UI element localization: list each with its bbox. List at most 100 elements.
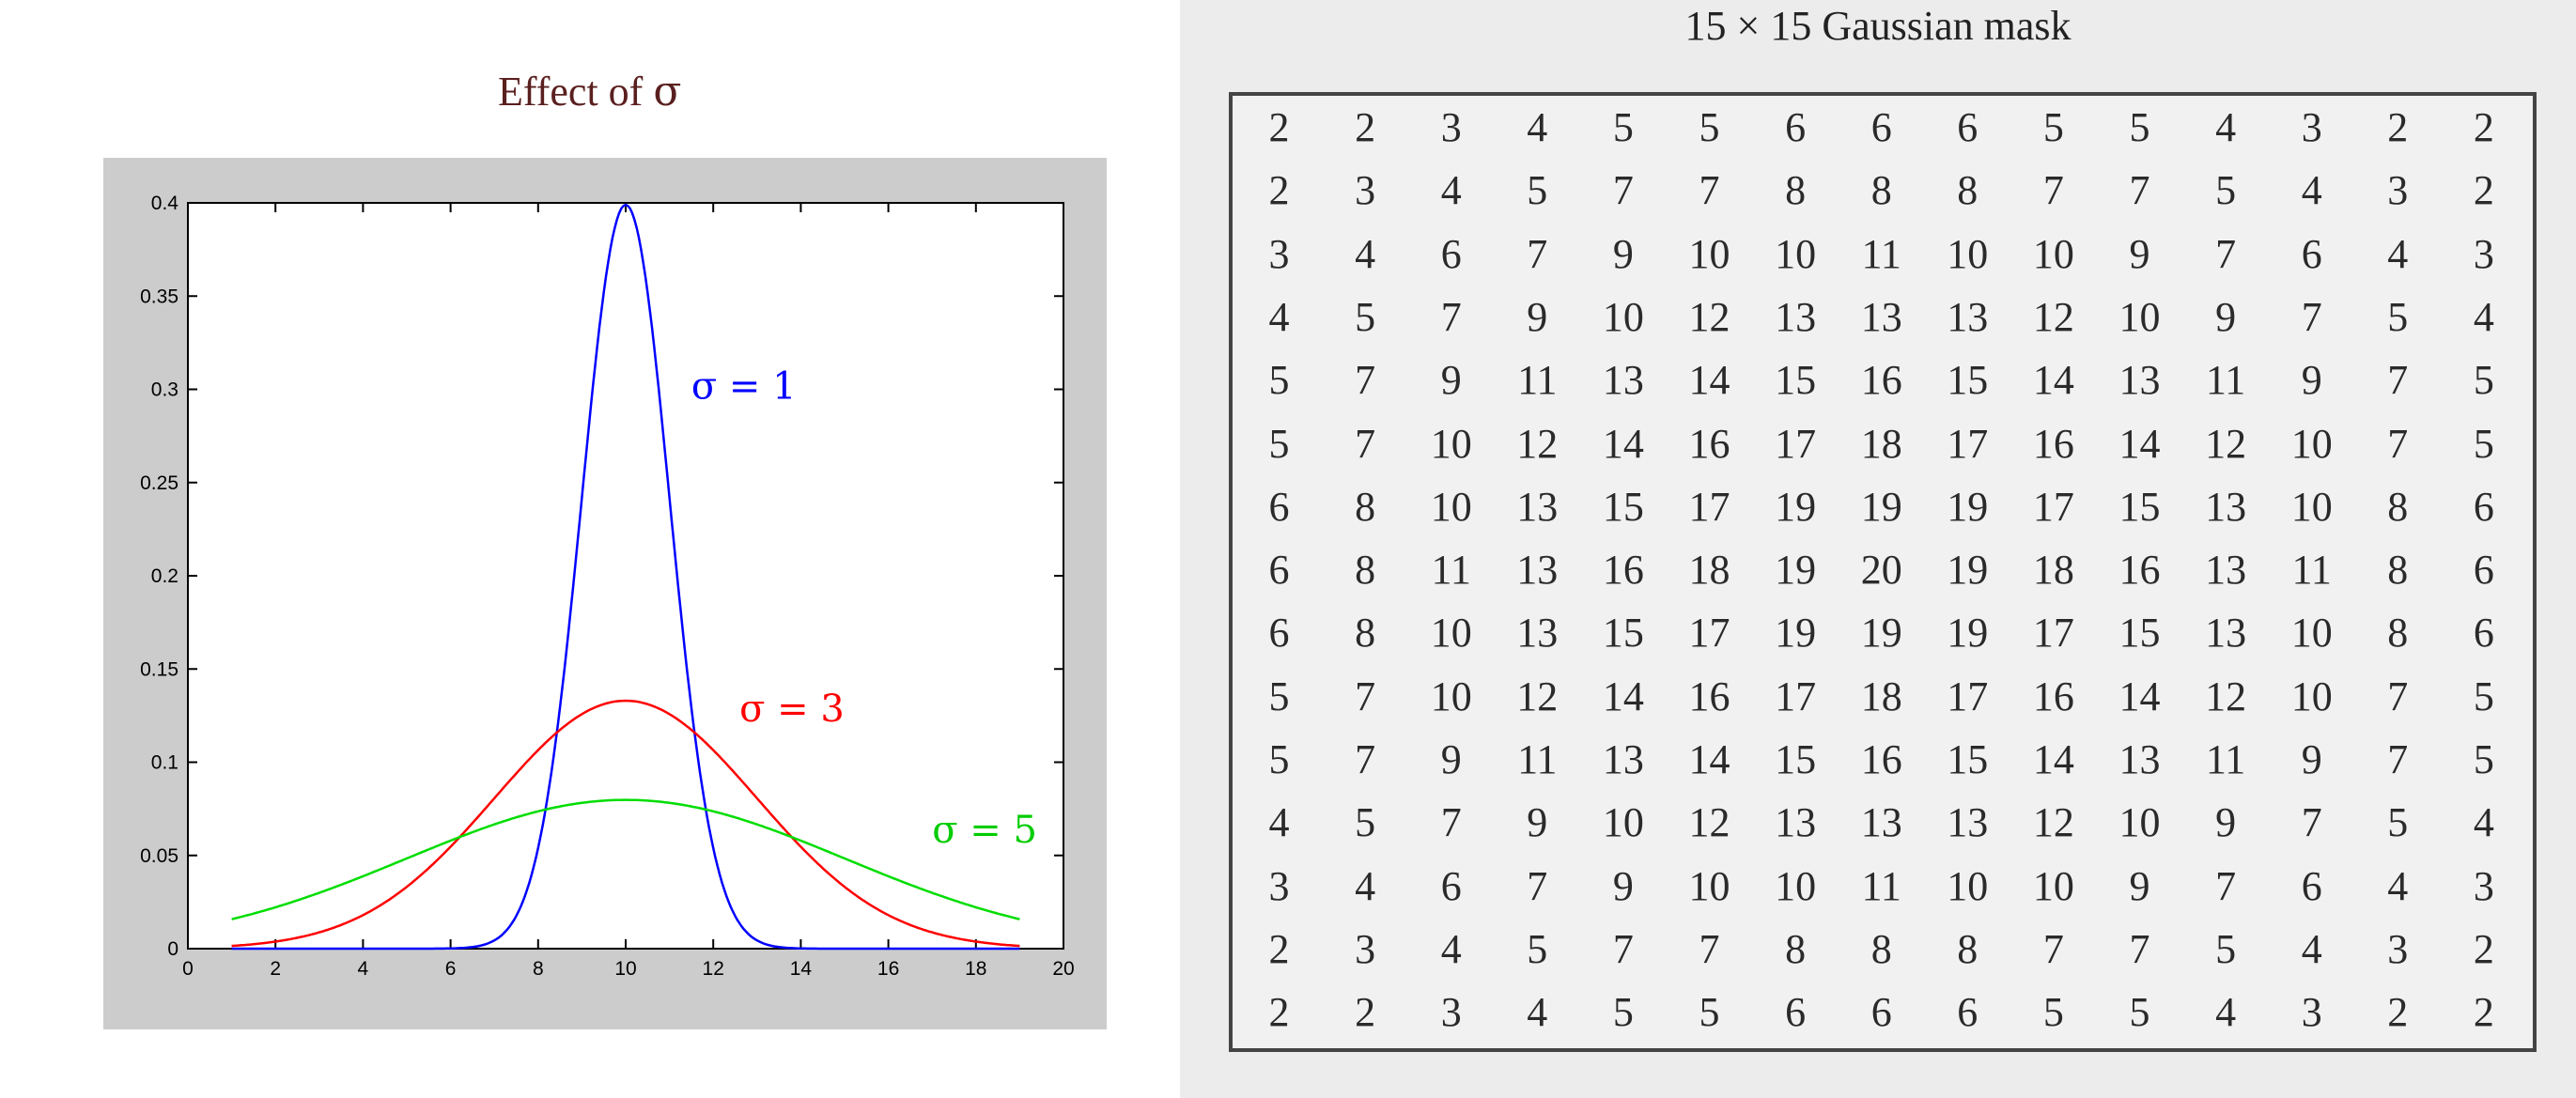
mask-cell: 17 [2032, 610, 2074, 657]
mask-cell: 9 [1440, 736, 1462, 782]
mask-cell: 8 [1957, 925, 1979, 972]
mask-cell: 9 [2129, 230, 2150, 277]
mask-cell: 2 [1268, 104, 1290, 150]
mask-cell: 12 [2032, 799, 2074, 846]
mask-cell: 17 [1947, 673, 1989, 719]
mask-cell: 15 [1775, 357, 1817, 404]
mask-cell: 12 [1688, 799, 1730, 846]
mask-cell: 5 [1268, 420, 1290, 467]
mask-cell: 7 [2301, 799, 2322, 846]
mask-cell: 11 [2205, 357, 2246, 404]
mask-cell: 10 [2032, 862, 2074, 909]
mask-title: 15 × 15 Gaussian mask [1684, 3, 2072, 49]
mask-cell: 7 [1612, 167, 1634, 214]
mask-cell: 3 [1440, 989, 1462, 1036]
mask-cell: 5 [1355, 293, 1376, 340]
mask-cell: 7 [2042, 167, 2064, 214]
series-line-sigma-3 [231, 699, 1020, 948]
mask-cell: 19 [1775, 610, 1817, 657]
mask-cell: 4 [2301, 167, 2322, 214]
mask-cell: 4 [2387, 862, 2409, 909]
mask-cell: 12 [1688, 293, 1730, 340]
mask-cell: 3 [2387, 167, 2409, 214]
mask-cell: 9 [1527, 293, 1548, 340]
mask-cell: 14 [2032, 357, 2074, 404]
y-tick-label: 0.2 [151, 565, 178, 587]
mask-cell: 10 [1947, 862, 1989, 909]
mask-cell: 7 [2129, 925, 2150, 972]
x-tick-label: 16 [877, 958, 899, 980]
mask-cell: 3 [2387, 925, 2409, 972]
y-tick-label: 0.05 [140, 845, 178, 867]
x-tick-label: 20 [1052, 958, 1074, 980]
mask-cell: 16 [1688, 673, 1730, 719]
mask-cell: 16 [2118, 547, 2161, 594]
series-annotation: σ = 1 [691, 364, 797, 408]
mask-cell: 5 [2042, 989, 2064, 1036]
mask-cell: 2 [1355, 989, 1376, 1036]
mask-cell: 13 [1516, 547, 1559, 594]
mask-cell: 3 [1268, 862, 1290, 909]
mask-cell: 3 [1268, 230, 1290, 277]
mask-cell: 11 [2205, 736, 2246, 782]
mask-cell: 10 [2290, 420, 2333, 467]
mask-cell: 2 [2473, 925, 2494, 972]
y-tick-label: 0.1 [151, 752, 178, 774]
mask-cell: 13 [1516, 610, 1559, 657]
mask-cell: 6 [1268, 483, 1290, 530]
mask-cell: 13 [1516, 483, 1559, 530]
mask-cell: 8 [1785, 925, 1807, 972]
mask-cell: 7 [1355, 357, 1376, 404]
mask-cell: 7 [2301, 293, 2322, 340]
mask-cell: 10 [2118, 293, 2161, 340]
mask-cell: 4 [1355, 862, 1376, 909]
mask-cell: 19 [1947, 483, 1989, 530]
mask-cell: 7 [2387, 673, 2409, 719]
gaussian-line-chart: 0 2 4 6 8 10 12 14 16 18 20 0 0.05 0.1 0.15 0.2 0.25 0.3 0… [140, 193, 1075, 980]
x-tick-label: 2 [270, 958, 281, 980]
x-tick-label: 14 [790, 958, 813, 980]
mask-cell: 9 [2129, 862, 2150, 909]
gaussian-mask-table: 2 2 3 4 5 5 6 6 6 5 5 4 3 2 2 2 3 4 5 7 7 8 8 8 7 7 5 4 3 2 3 4 6 7 9 10 10 1… [1236, 92, 2529, 1052]
mask-cell: 18 [1860, 673, 1902, 719]
mask-cell: 4 [1440, 925, 1462, 972]
mask-cell: 13 [1602, 357, 1644, 404]
mask-cell: 13 [1947, 799, 1989, 846]
y-tick-label: 0.3 [151, 379, 178, 401]
mask-cell: 4 [2387, 230, 2409, 277]
mask-cell: 5 [2215, 167, 2237, 214]
mask-cell: 20 [1860, 547, 1902, 594]
mask-cell: 2 [1268, 989, 1290, 1036]
mask-cell: 10 [2290, 673, 2333, 719]
mask-cell: 6 [2301, 862, 2322, 909]
x-tick-label: 18 [965, 958, 986, 980]
mask-cell: 10 [1775, 230, 1817, 277]
chart-title-sigma: σ [653, 68, 682, 116]
mask-cell: 13 [1860, 293, 1902, 340]
mask-cell: 5 [2473, 357, 2494, 404]
mask-cell: 7 [1527, 230, 1548, 277]
mask-cell: 15 [1947, 736, 1989, 782]
mask-cell: 4 [2215, 104, 2237, 150]
mask-cell: 6 [1957, 989, 1979, 1036]
mask-cell: 8 [1355, 610, 1376, 657]
mask-cell: 12 [2205, 420, 2247, 467]
mask-cell: 7 [1355, 736, 1376, 782]
y-tick-label: 0 [167, 938, 178, 960]
mask-cell: 16 [2032, 420, 2074, 467]
mask-cell: 17 [1775, 420, 1817, 467]
mask-cell: 7 [2215, 230, 2237, 277]
mask-cell: 7 [1699, 925, 1720, 972]
mask-cell: 9 [1612, 230, 1634, 277]
mask-cell: 4 [1268, 293, 1290, 340]
mask-cell: 6 [1440, 862, 1462, 909]
mask-cell: 8 [2387, 610, 2409, 657]
mask-cell: 3 [2301, 989, 2322, 1036]
x-tick-label: 8 [533, 958, 544, 980]
mask-cell: 13 [2205, 610, 2247, 657]
mask-cell: 5 [2129, 989, 2150, 1036]
mask-cell: 4 [1527, 104, 1548, 150]
mask-cell: 11 [1517, 357, 1558, 404]
mask-cell: 6 [1268, 547, 1290, 594]
mask-cell: 10 [1688, 230, 1730, 277]
